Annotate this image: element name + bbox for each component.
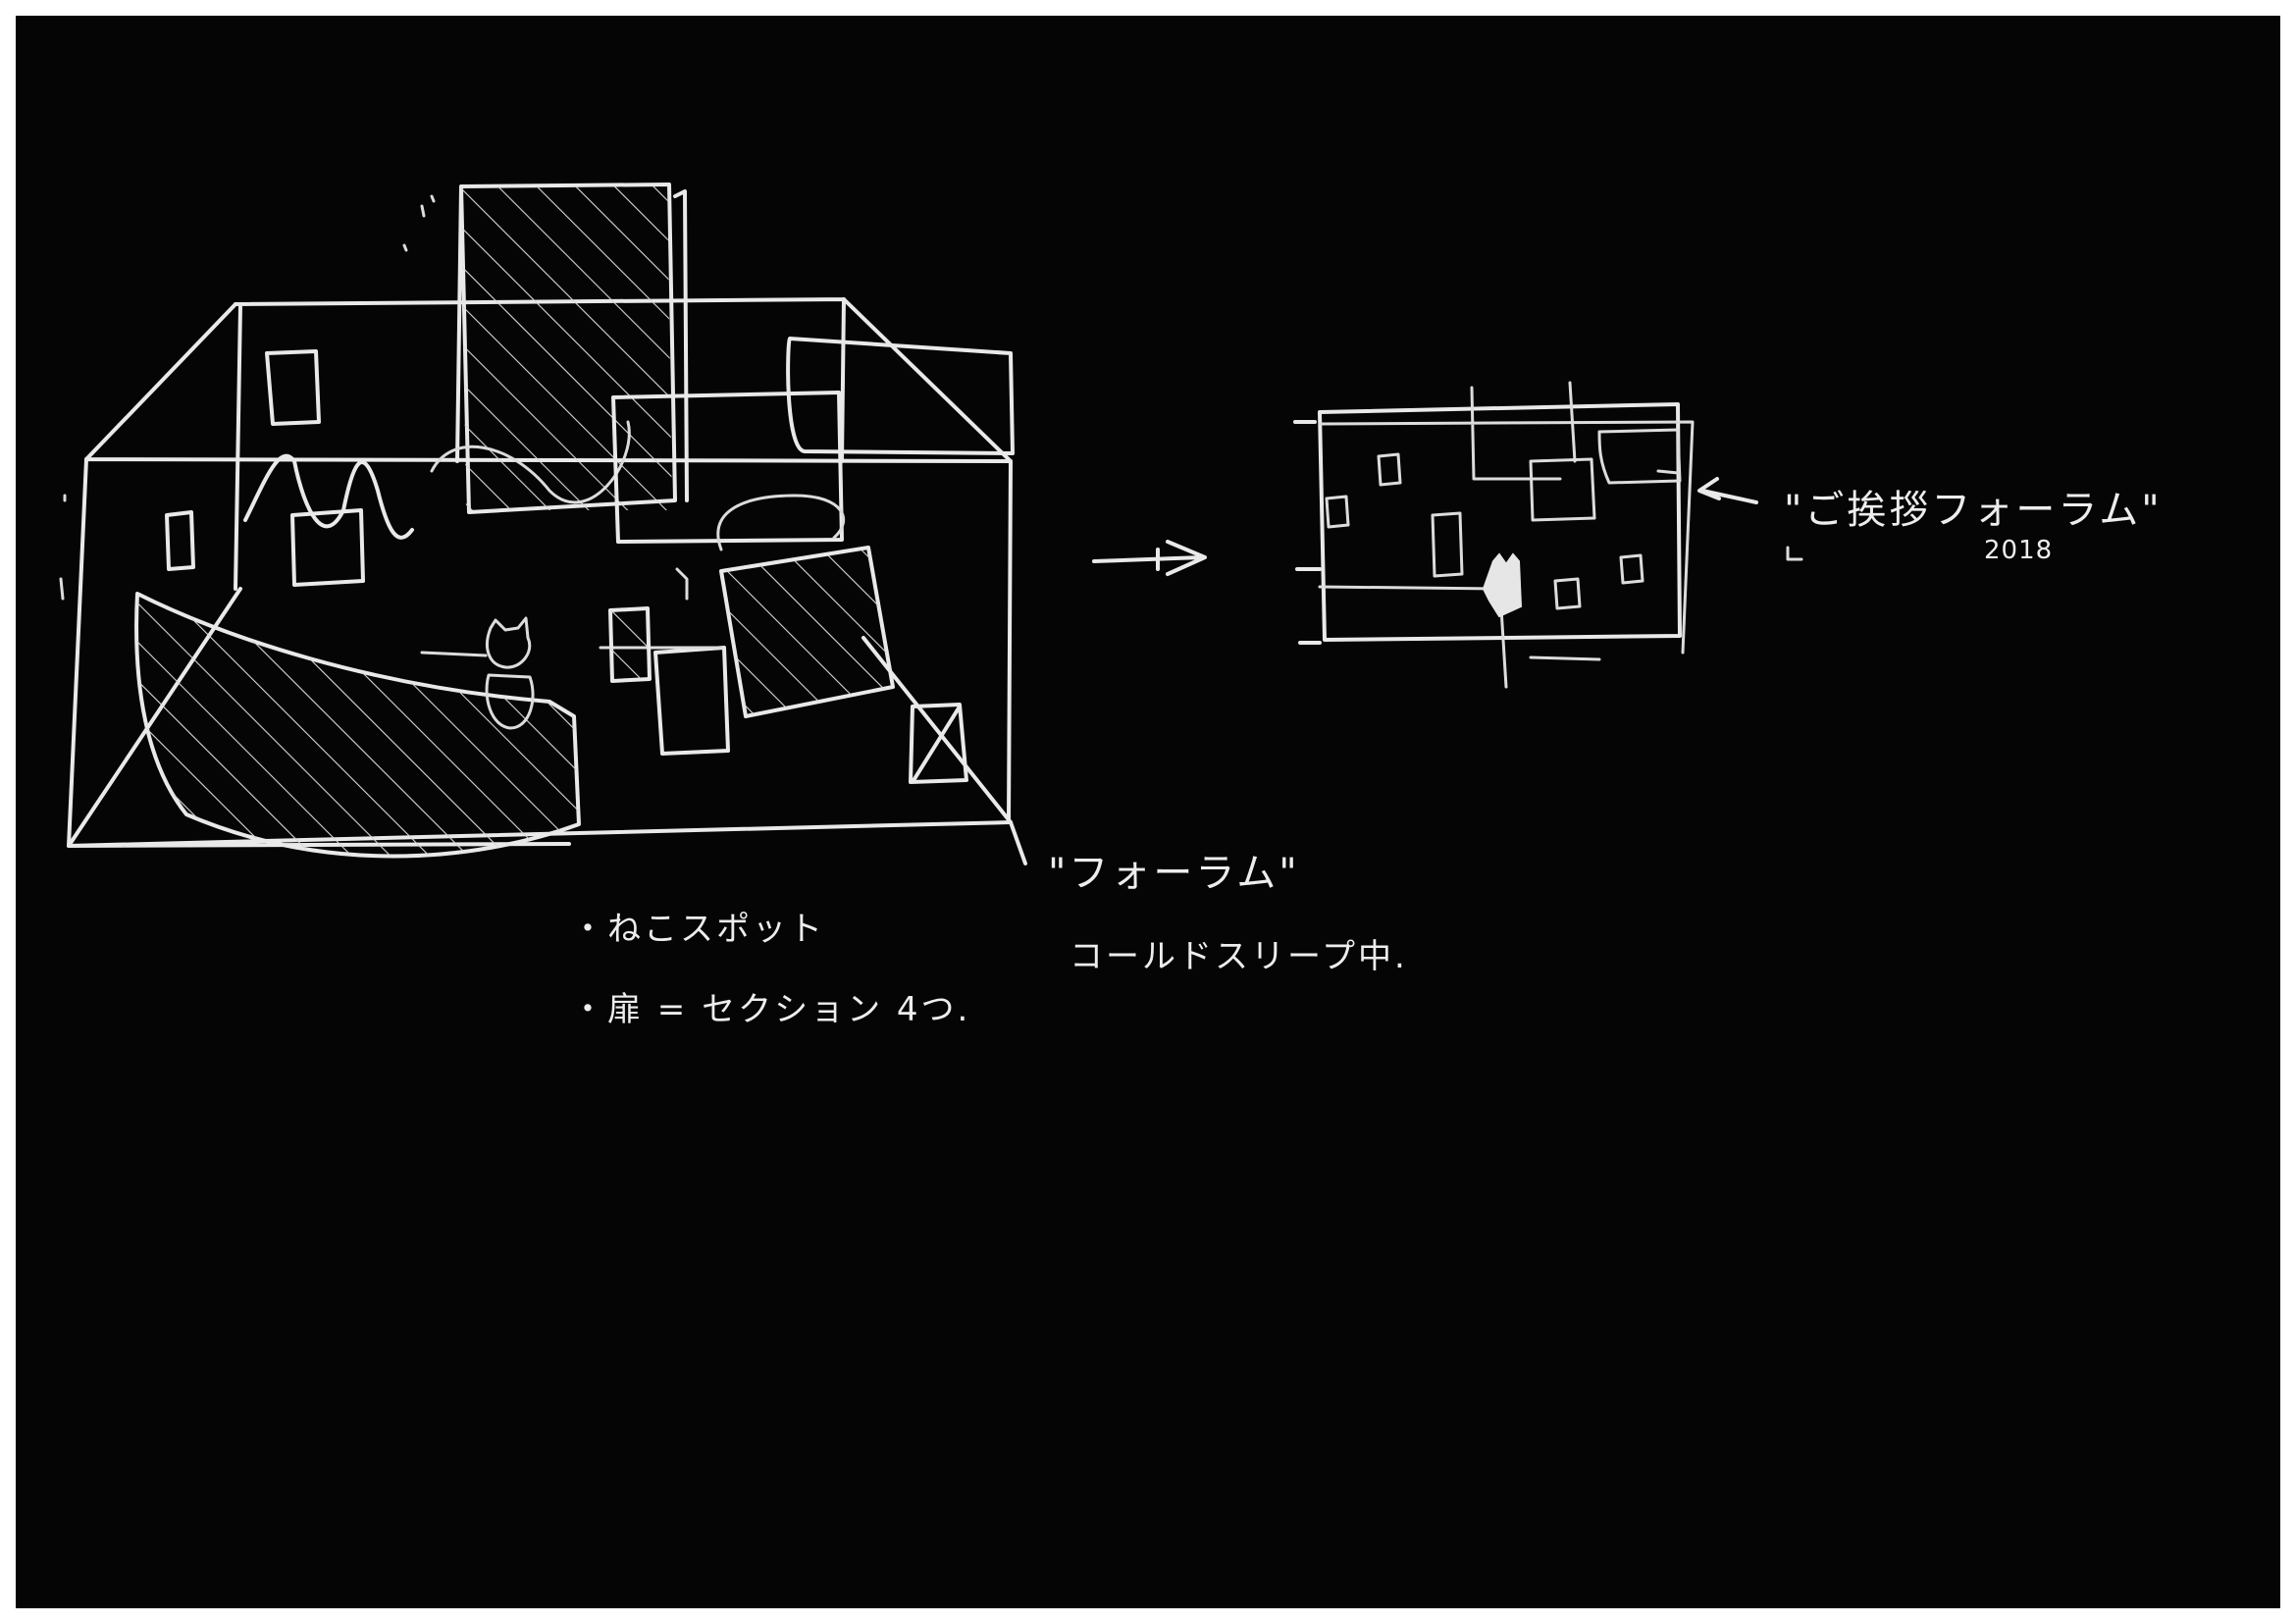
tower-hatching [461,186,672,510]
tower-curve [430,420,631,504]
plan-lines [1318,585,1601,689]
plan-window-1 [1377,452,1402,487]
cold-sleep-note: コールドスリープ中. [1070,937,1408,976]
title-label: "ご挨拶フォーラム" [1784,491,2163,530]
plan-view-sketch [1293,381,1695,689]
title-quote-close: " [2141,488,2163,533]
left-edge-mark [59,494,67,601]
plan-inner-frame [1318,381,1695,654]
plan-outer-frame [1293,402,1682,645]
window-back-2 [290,508,365,587]
block-hatching [721,550,893,716]
small-hatching [610,610,648,679]
right-box-middle [611,391,844,544]
right-triangle [909,703,968,784]
cat-spot-note: ・ねこスポット [571,910,825,949]
plan-cat-mark [1482,552,1523,618]
title-quote-open: " [1784,488,1805,533]
forum-label: "フォーラム" [1048,851,1300,896]
plan-window-2 [1325,495,1350,529]
door-sections-note: ・扉 = セクション 4つ. [571,990,971,1029]
arrow-left-icon [1697,477,1758,504]
arrow-right-icon [1092,540,1207,576]
title-bracket [1786,546,1803,561]
year-label: 2018 [1984,536,2054,565]
plan-window-4 [1553,577,1582,610]
cat-figure [420,616,535,730]
room-perspective-sketch [59,183,1027,865]
plan-center-box [1529,457,1596,522]
title-text: ご挨拶フォーラム [1804,488,2142,533]
wall-wave [243,453,414,540]
window-side-left [165,510,195,571]
window-back-1 [265,349,321,426]
plan-window-5 [1619,553,1644,585]
overlapping-box [653,646,730,756]
plan-window-3 [1431,511,1464,578]
plan-corner-box [1597,428,1682,485]
right-box-curve [716,494,845,551]
